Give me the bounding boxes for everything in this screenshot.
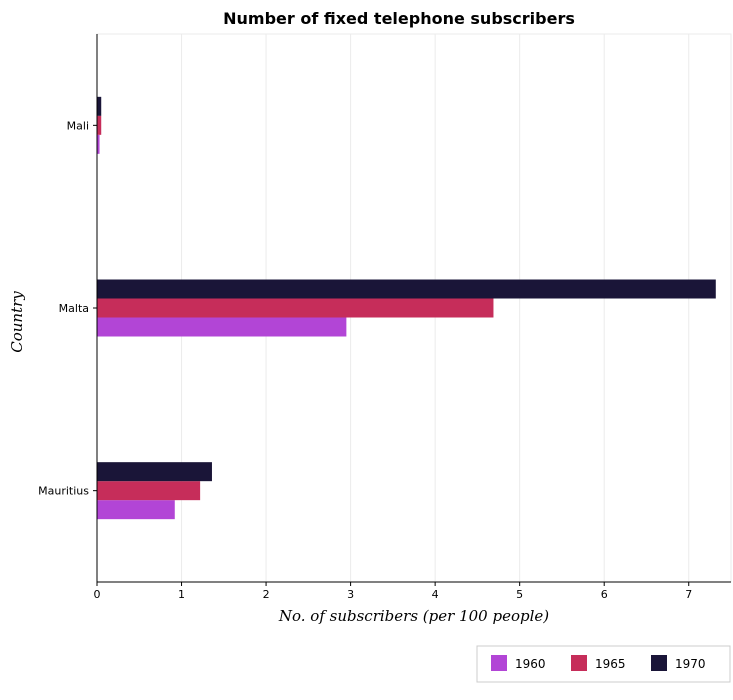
- legend-swatch-1960: [491, 655, 507, 671]
- x-axis-title: No. of subscribers (per 100 people): [278, 607, 549, 625]
- bar-mali-1965: [97, 115, 102, 135]
- axes: 0 1 2 3 4 5 6 7 Mali Malta Mauritius: [38, 34, 731, 601]
- y-tick-label-mali: Mali: [67, 119, 89, 132]
- x-tick-label: 7: [685, 588, 692, 601]
- x-tick-label: 6: [601, 588, 608, 601]
- x-tick-label: 3: [347, 588, 354, 601]
- legend: 1960 1965 1970: [476, 645, 731, 683]
- bar-mauritius-1960: [97, 500, 175, 520]
- legend-label-1970: 1970: [675, 657, 706, 671]
- bar-mali-1970: [97, 96, 102, 116]
- x-tick-label: 2: [263, 588, 270, 601]
- y-axis-title: Country: [8, 291, 26, 353]
- bar-malta-1970: [97, 279, 716, 299]
- legend-swatch-1970: [651, 655, 667, 671]
- y-tick-label-malta: Malta: [59, 302, 89, 315]
- legend-swatch-1965: [571, 655, 587, 671]
- x-tick-label: 4: [432, 588, 439, 601]
- legend-label-1960: 1960: [515, 657, 546, 671]
- x-tick-label: 5: [516, 588, 523, 601]
- y-tick-label-mauritius: Mauritius: [38, 485, 89, 498]
- bars: [97, 96, 716, 520]
- bar-mauritius-1970: [97, 462, 212, 482]
- bar-malta-1960: [97, 317, 347, 337]
- x-tick-label: 1: [178, 588, 185, 601]
- legend-label-1965: 1965: [595, 657, 626, 671]
- x-tick-label: 0: [94, 588, 101, 601]
- bar-mauritius-1965: [97, 481, 201, 501]
- chart-title: Number of fixed telephone subscribers: [223, 9, 575, 28]
- bar-malta-1965: [97, 298, 494, 318]
- legend-box: [476, 645, 731, 683]
- bar-mali-1960: [97, 134, 100, 154]
